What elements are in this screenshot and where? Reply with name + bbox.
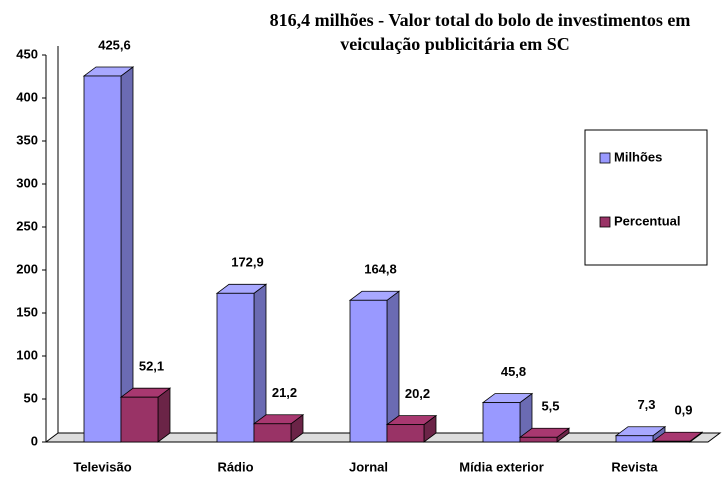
bar [120,396,159,443]
value-label: 164,8 [364,262,397,277]
chart-title: 816,4 milhões - Valor total do bolo de i… [270,10,691,30]
value-label: 172,9 [231,255,264,270]
bar [652,440,691,443]
value-label: 0,9 [674,403,692,418]
bar [216,292,255,443]
legend-swatch [599,216,611,228]
value-label: 52,1 [139,359,164,374]
y-tick-label: 200 [16,261,38,276]
y-tick-label: 350 [16,132,38,147]
y-tick-label: 0 [31,433,38,448]
y-tick-label: 400 [16,89,38,104]
value-label: 20,2 [405,386,430,401]
legend-label: Percentual [614,213,680,228]
value-label: 5,5 [541,399,559,414]
y-tick-label: 300 [16,175,38,190]
value-label: 21,2 [272,385,297,400]
bar-side [120,66,134,443]
y-tick-label: 100 [16,347,38,362]
chart-title: veiculação publicitária em SC [340,34,569,54]
y-tick-label: 250 [16,218,38,233]
x-tick-label: Televisão [73,459,131,474]
bar [253,423,292,443]
x-tick-label: Rádio [217,459,253,474]
bar [386,424,425,443]
bar [83,75,122,443]
x-tick-label: Mídia exterior [459,459,544,474]
bar [482,402,521,443]
bar [519,436,558,443]
value-label: 7,3 [637,397,655,412]
y-tick-label: 450 [16,46,38,61]
bar [615,435,654,443]
value-label: 45,8 [501,364,526,379]
legend-label: Milhões [614,149,662,164]
legend-swatch [599,152,611,164]
x-tick-label: Jornal [349,459,388,474]
bar [349,299,388,443]
legend [584,129,708,266]
value-label: 425,6 [98,37,131,52]
y-tick-label: 150 [16,304,38,319]
x-tick-label: Revista [611,459,658,474]
y-tick-label: 50 [24,390,38,405]
